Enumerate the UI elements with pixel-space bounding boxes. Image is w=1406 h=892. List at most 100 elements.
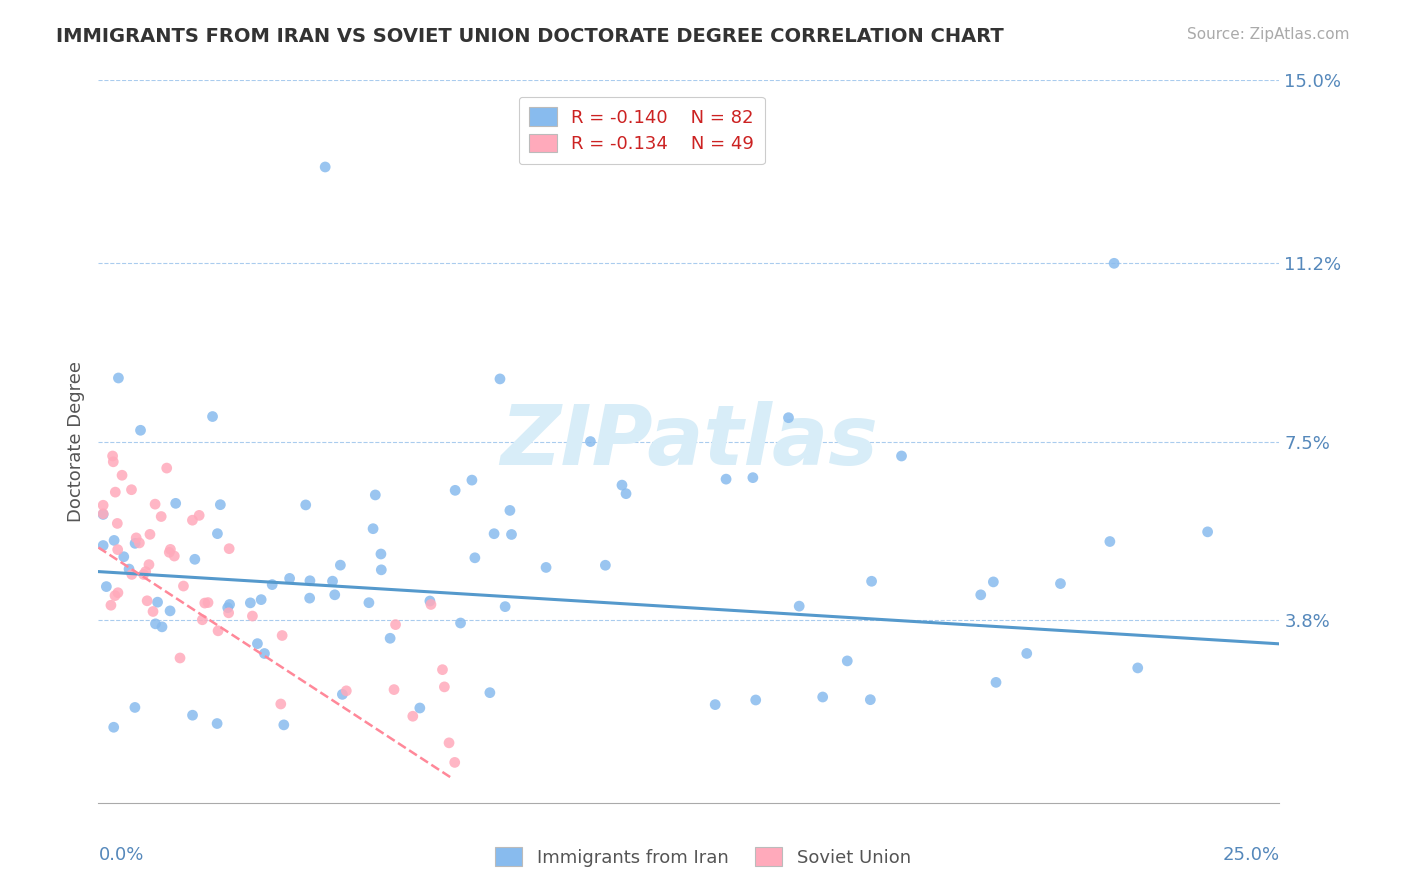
Point [364,488,387,502]
Point [323,588,346,602]
Point [142,605,165,619]
Point [105,516,128,531]
Point [107,542,129,557]
Point [135,565,157,579]
Point [146,595,169,609]
Point [534,560,557,574]
Point [361,522,384,536]
Point [91,498,114,512]
Point [811,690,834,704]
Point [111,468,134,483]
Point [489,372,512,386]
Point [1098,534,1121,549]
Point [103,455,125,469]
Point [172,579,194,593]
Point [983,574,1005,589]
Point [433,680,456,694]
Point [201,409,224,424]
Point [461,473,484,487]
Point [218,598,240,612]
Point [501,527,523,541]
Point [409,701,432,715]
Point [714,472,737,486]
Point [121,483,143,497]
Point [159,542,181,557]
Point [209,498,232,512]
Text: 25.0%: 25.0% [1222,847,1279,864]
Point [1126,661,1149,675]
Point [104,589,127,603]
Point [138,558,160,572]
Point [165,496,187,510]
Point [253,647,276,661]
Point [239,596,262,610]
Point [384,617,406,632]
Point [704,698,727,712]
Point [478,686,501,700]
Point [194,596,217,610]
Text: IMMIGRANTS FROM IRAN VS SOVIET UNION DOCTORATE DEGREE CORRELATION CHART: IMMIGRANTS FROM IRAN VS SOVIET UNION DOC… [56,27,1004,45]
Point [181,708,204,723]
Point [1197,524,1219,539]
Point [450,615,472,630]
Text: Source: ZipAtlas.com: Source: ZipAtlas.com [1187,27,1350,42]
Point [984,675,1007,690]
Text: ZIPatlas: ZIPatlas [501,401,877,482]
Point [443,756,465,770]
Point [143,497,166,511]
Point [184,552,207,566]
Point [103,533,125,548]
Point [118,562,141,576]
Point [778,410,800,425]
Point [270,697,292,711]
Point [96,580,118,594]
Point [378,632,401,646]
Point [139,527,162,541]
Point [278,571,301,585]
Point [370,563,392,577]
Point [294,498,316,512]
Point [970,588,993,602]
Point [614,486,637,500]
Point [464,550,486,565]
Point [890,449,912,463]
Point [145,616,167,631]
Point [332,687,354,701]
Point [107,371,129,385]
Point [107,585,129,599]
Point [314,160,336,174]
Point [298,591,321,606]
Point [101,449,124,463]
Point [357,596,380,610]
Point [136,594,159,608]
Point [197,596,219,610]
Point [837,654,859,668]
Point [156,461,179,475]
Point [157,545,180,559]
Point [242,609,264,624]
Point [494,599,516,614]
Point [129,423,152,437]
Point [91,539,114,553]
Point [595,558,617,573]
Point [218,606,240,620]
Legend: Immigrants from Iran, Soviet Union: Immigrants from Iran, Soviet Union [488,840,918,874]
Point [432,663,454,677]
Point [124,700,146,714]
Point [191,613,214,627]
Point [437,736,460,750]
Point [217,600,239,615]
Point [419,594,441,608]
Point [163,549,186,563]
Legend: R = -0.140    N = 82, R = -0.134    N = 49: R = -0.140 N = 82, R = -0.134 N = 49 [519,96,765,164]
Point [181,513,204,527]
Point [150,620,173,634]
Point [207,624,229,638]
Point [104,485,127,500]
Point [321,574,343,589]
Point [787,599,810,614]
Point [744,693,766,707]
Point [610,478,633,492]
Point [298,574,321,588]
Y-axis label: Doctorate Degree: Doctorate Degree [66,361,84,522]
